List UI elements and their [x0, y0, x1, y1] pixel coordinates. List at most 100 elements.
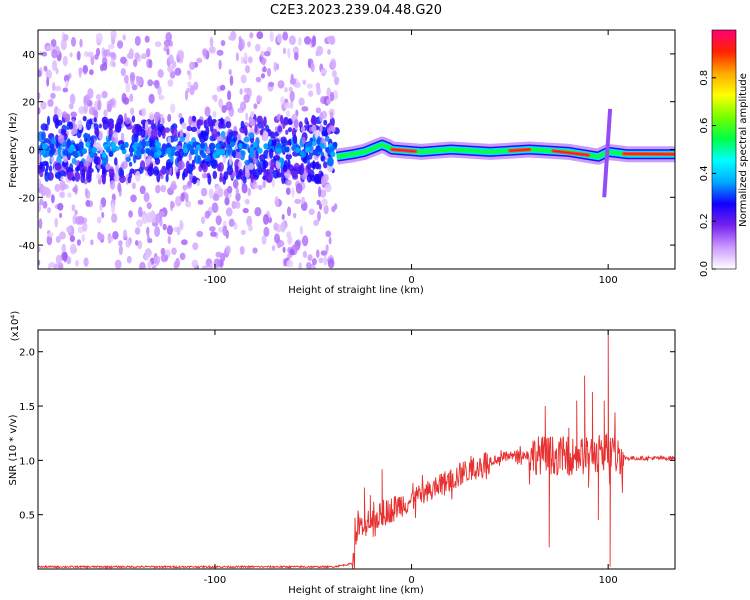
noise-blob — [95, 47, 101, 57]
noise-blob — [50, 155, 55, 163]
noise-blob — [182, 184, 188, 191]
noise-blob — [105, 163, 111, 171]
core-blob — [330, 151, 336, 158]
noise-blob — [50, 136, 57, 146]
noise-blob — [262, 180, 267, 189]
y-tick-label: -20 — [19, 193, 35, 204]
noise-blob — [55, 254, 63, 265]
noise-blob — [301, 196, 305, 205]
core-blob — [329, 146, 335, 152]
noise-blob — [267, 67, 271, 77]
noise-blob — [129, 93, 134, 103]
noise-blob — [82, 168, 86, 179]
noise-blob — [141, 53, 148, 60]
noise-blob — [201, 172, 208, 179]
noise-blob — [124, 74, 129, 84]
core-blob — [209, 145, 215, 151]
core-blob — [249, 146, 255, 153]
core-blob — [325, 147, 331, 153]
noise-blob — [120, 56, 127, 64]
noise-blob — [71, 157, 77, 165]
core-blob — [160, 149, 166, 156]
noise-blob — [72, 186, 78, 193]
noise-blob — [93, 109, 99, 120]
noise-blob — [188, 152, 192, 161]
noise-blob — [42, 201, 48, 209]
core-blob — [277, 147, 282, 154]
noise-blob — [190, 126, 198, 132]
noise-blob — [238, 160, 243, 169]
noise-blob — [238, 43, 244, 50]
noise-blob — [79, 38, 83, 48]
noise-blob — [43, 65, 48, 72]
noise-blob — [192, 242, 199, 251]
noise-blob — [131, 133, 138, 144]
noise-blob — [138, 166, 144, 174]
noise-blob — [289, 78, 297, 85]
noise-blob — [140, 128, 146, 138]
noise-blob — [288, 35, 296, 45]
noise-blob — [277, 125, 283, 133]
noise-blob — [235, 174, 241, 180]
noise-blob — [329, 91, 335, 102]
noise-blob — [228, 35, 234, 41]
noise-blob — [218, 188, 224, 198]
core-blob — [183, 147, 188, 154]
noise-blob — [254, 207, 262, 217]
noise-blob — [286, 259, 294, 268]
noise-blob — [176, 172, 180, 180]
noise-blob — [271, 178, 275, 188]
noise-blob — [277, 80, 285, 89]
noise-blob — [70, 111, 78, 118]
core-blob — [62, 149, 68, 156]
noise-blob — [221, 105, 227, 113]
noise-blob — [179, 136, 186, 143]
noise-blob — [131, 84, 138, 91]
noise-blob — [263, 226, 270, 237]
noise-blob — [96, 173, 101, 181]
noise-blob — [216, 49, 224, 56]
noise-blob — [88, 106, 96, 115]
core-blob — [201, 152, 207, 159]
noise-blob — [240, 229, 246, 235]
noise-blob — [78, 67, 83, 75]
noise-blob — [240, 101, 247, 111]
noise-blob — [45, 161, 49, 171]
noise-blob — [311, 124, 317, 133]
noise-blob — [260, 73, 265, 79]
noise-blob — [191, 259, 199, 269]
noise-blob — [62, 87, 69, 93]
spectrogram-content — [38, 30, 675, 269]
noise-blob — [69, 243, 77, 255]
noise-blob — [47, 207, 52, 214]
noise-blob — [155, 184, 161, 194]
noise-blob — [121, 92, 127, 104]
noise-blob — [298, 164, 305, 176]
noise-blob — [165, 174, 169, 183]
noise-blob — [125, 82, 131, 93]
noise-blob — [52, 60, 57, 71]
noise-blob — [82, 64, 89, 74]
noise-blob — [187, 180, 192, 186]
noise-blob — [122, 34, 126, 41]
noise-blob — [262, 214, 269, 225]
core-blob — [332, 141, 338, 148]
noise-blob — [323, 119, 328, 126]
noise-blob — [302, 79, 307, 85]
noise-blob — [301, 106, 309, 112]
noise-blob — [228, 218, 235, 227]
noise-blob — [229, 154, 233, 166]
noise-blob — [285, 179, 292, 186]
noise-blob — [59, 231, 66, 240]
noise-blob — [229, 75, 234, 86]
noise-blob — [310, 265, 317, 269]
noise-blob — [41, 51, 48, 57]
noise-blob — [179, 219, 183, 230]
noise-blob — [173, 261, 179, 269]
core-blob — [307, 140, 313, 147]
noise-blob — [137, 240, 143, 250]
noise-blob — [225, 144, 232, 154]
noise-blob — [222, 154, 227, 164]
noise-blob — [282, 164, 288, 173]
